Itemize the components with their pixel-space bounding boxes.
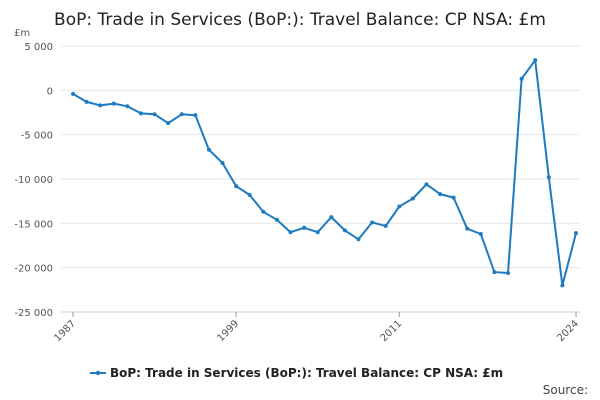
legend-label: BoP: Trade in Services (BoP:): Travel Ba… xyxy=(110,366,503,380)
data-point[interactable] xyxy=(383,223,388,228)
data-point[interactable] xyxy=(111,101,116,106)
y-tick-label: -25 000 xyxy=(14,308,53,319)
data-point[interactable] xyxy=(506,270,511,275)
data-point[interactable] xyxy=(247,192,252,197)
data-point[interactable] xyxy=(397,204,402,209)
data-point[interactable] xyxy=(234,184,239,189)
y-axis-ticks: 5 000 0 -5 000 -10 000 -15 000 -20 000 -25 000 xyxy=(14,42,53,319)
x-tick-label: 2011 xyxy=(379,318,405,344)
y-tick-label: 0 xyxy=(47,86,53,97)
y-tick-label: 5 000 xyxy=(24,42,53,53)
data-point[interactable] xyxy=(492,270,497,275)
data-point[interactable] xyxy=(370,220,375,225)
data-point[interactable] xyxy=(166,121,171,126)
data-point[interactable] xyxy=(98,103,103,108)
data-point[interactable] xyxy=(478,231,483,236)
y-axis-unit: £m xyxy=(14,28,30,39)
series-polyline xyxy=(72,59,577,287)
data-point[interactable] xyxy=(533,58,538,63)
y-tick-label: -5 000 xyxy=(21,131,53,142)
x-tick-label: 1999 xyxy=(215,318,241,344)
data-point[interactable] xyxy=(329,215,334,220)
data-point[interactable] xyxy=(451,195,456,200)
data-point[interactable] xyxy=(560,283,565,288)
y-tick-label: -15 000 xyxy=(14,219,53,230)
y-tick-label: -10 000 xyxy=(14,175,53,186)
source-label: Source: xyxy=(543,383,588,397)
x-axis-ticks: 1987 1999 2011 2024 xyxy=(52,312,581,344)
data-point[interactable] xyxy=(71,91,75,96)
data-point[interactable] xyxy=(574,231,578,236)
data-point[interactable] xyxy=(274,217,279,222)
data-point[interactable] xyxy=(261,209,266,214)
legend-marker xyxy=(95,370,101,376)
data-point[interactable] xyxy=(438,192,443,197)
y-tick-label: -20 000 xyxy=(14,264,53,275)
data-point[interactable] xyxy=(84,99,89,104)
data-point[interactable] xyxy=(465,226,470,231)
data-point[interactable] xyxy=(302,225,307,230)
data-point[interactable] xyxy=(152,112,157,117)
data-point[interactable] xyxy=(125,104,130,109)
data-point[interactable] xyxy=(342,228,347,233)
data-point[interactable] xyxy=(288,230,293,235)
legend[interactable]: BoP: Trade in Services (BoP:): Travel Ba… xyxy=(90,366,503,380)
data-point[interactable] xyxy=(356,237,361,242)
data-point[interactable] xyxy=(138,111,143,116)
data-point[interactable] xyxy=(220,161,225,166)
data-point[interactable] xyxy=(546,175,551,180)
series-line xyxy=(71,58,578,288)
data-point[interactable] xyxy=(410,196,415,201)
data-point[interactable] xyxy=(424,182,429,187)
data-point[interactable] xyxy=(315,230,320,235)
data-point[interactable] xyxy=(519,76,524,81)
data-point[interactable] xyxy=(206,147,211,152)
chart-title: BoP: Trade in Services (BoP:): Travel Ba… xyxy=(54,10,546,30)
data-point[interactable] xyxy=(179,112,184,117)
grid xyxy=(61,45,580,313)
data-point[interactable] xyxy=(193,113,198,118)
x-tick-label: 1987 xyxy=(52,318,78,344)
x-tick-label: 2024 xyxy=(555,318,581,344)
